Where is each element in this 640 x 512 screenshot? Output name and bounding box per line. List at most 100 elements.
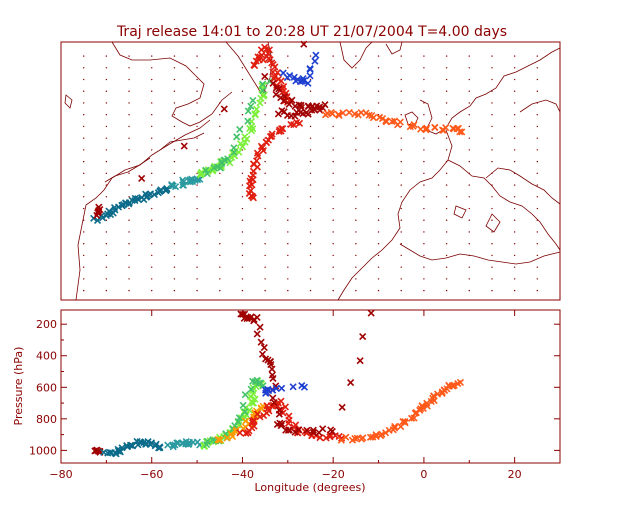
profile-marker [328,427,336,435]
grid-dot [423,231,425,233]
grid-dot [287,172,289,175]
grid-dot [468,149,470,151]
grid-dot [536,196,539,198]
grid-dot [82,266,85,268]
grid-dot [82,278,85,280]
grid-dot [491,289,493,292]
grid-dot [468,184,470,186]
grid-dot [196,196,198,198]
profile-marker [284,419,293,427]
map-marker [306,72,314,80]
grid-dot [513,102,516,104]
grid-dot [82,243,85,245]
grid-dot [264,219,266,221]
map-marker [261,72,269,80]
grid-dot [241,184,244,186]
grid-dot [536,266,539,268]
grid-dot [219,149,221,151]
grid-dot [377,289,380,292]
grid-dot [445,207,448,210]
map-marker [431,123,439,131]
grid-dot [536,289,539,292]
grid-dot [332,149,334,151]
profile-marker [255,379,263,387]
grid-dot [196,184,198,186]
grid-dot [332,219,334,221]
map-marker [272,84,281,92]
profile-marker [169,441,177,449]
grid-dot [105,172,108,175]
grid-dot [151,114,153,116]
grid-dot [332,125,334,128]
profile-marker [366,433,375,441]
grid-dot [513,184,516,186]
grid-dot [82,55,85,57]
grid-dot [105,231,108,233]
grid-dot [309,289,312,292]
profile-marker [269,386,277,394]
profile-marker [178,439,186,448]
grid-dot [468,278,470,280]
grid-dot [151,289,153,292]
profile-marker [235,414,243,422]
grid-dot [128,78,130,81]
grid-dot [491,160,493,163]
profile-marker [456,378,464,386]
grid-dot [445,137,448,139]
map-marker [273,81,281,90]
map-marker [328,110,336,118]
grid-dot [241,243,244,245]
map-marker [138,174,146,183]
map-marker [236,140,245,148]
grid-dot [128,102,130,104]
grid-dot [219,231,221,233]
grid-dot [355,137,357,139]
map-marker [311,57,319,65]
grid-dot [105,219,108,221]
grid-dot [332,78,334,81]
grid-dot [173,196,176,198]
grid-dot [173,219,176,221]
grid-dot [264,102,266,104]
grid-dot [445,149,448,151]
grid-dot [219,289,221,292]
map-marker [339,109,347,117]
map-marker [228,149,237,157]
grid-dot [423,55,425,57]
grid-dot [400,278,402,280]
grid-dot [332,90,334,92]
grid-dot [377,125,380,128]
profile-marker [359,434,367,442]
grid-dot [400,243,402,245]
profile-marker [407,414,416,422]
map-marker [261,43,269,51]
grid-dot [173,172,176,175]
grid-dot [400,184,402,186]
grid-dot [377,231,380,233]
grid-dot [355,266,357,268]
grid-dot [241,289,244,292]
x-tick-label: 0 [420,468,427,481]
grid-dot [332,55,334,57]
grid-dot [423,184,425,186]
grid-dot [332,207,334,210]
map-marker [202,166,210,174]
profile-marker [259,382,267,390]
profile-marker [423,399,431,407]
profile-marker [239,401,247,409]
grid-dot [196,278,198,280]
profile-marker [410,414,418,422]
map-marker [249,194,257,202]
grid-dot [287,219,289,221]
profile-marker [272,384,280,392]
map-marker [150,191,158,199]
map-marker [288,96,296,104]
grid-dot [173,231,176,233]
profile-marker [94,447,102,455]
grid-dot [491,231,493,233]
grid-dot [219,219,221,221]
grid-dot [377,219,380,221]
grid-dot [332,289,334,292]
profile-marker [185,440,193,448]
map-marker [293,108,301,116]
